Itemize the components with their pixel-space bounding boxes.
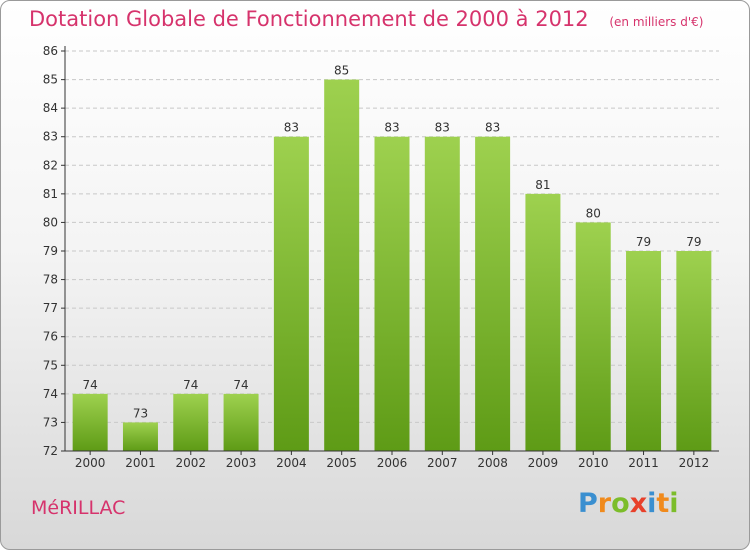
logo-letter: i xyxy=(647,488,657,519)
bar-2005 xyxy=(324,79,360,452)
commune-name: MéRILLAC xyxy=(31,497,126,519)
bar-2003 xyxy=(223,393,259,451)
bar-value-label: 81 xyxy=(535,178,550,192)
bar-2002 xyxy=(173,393,209,451)
bar-value-label: 83 xyxy=(384,121,399,135)
y-tick-label: 73 xyxy=(43,415,58,429)
x-tick-label: 2001 xyxy=(125,456,156,470)
bar-value-label: 79 xyxy=(686,235,701,249)
bar-value-label: 83 xyxy=(284,121,299,135)
logo-letter: x xyxy=(629,488,648,519)
x-tick-label: 2007 xyxy=(427,456,458,470)
y-tick-label: 77 xyxy=(43,301,58,315)
y-tick-label: 83 xyxy=(43,130,58,144)
bar-value-label: 80 xyxy=(586,206,601,220)
x-tick-label: 2004 xyxy=(276,456,307,470)
bar-value-label: 83 xyxy=(485,121,500,135)
x-tick-label: 2008 xyxy=(477,456,508,470)
bar-2008 xyxy=(475,136,511,451)
bar-2000 xyxy=(72,393,108,451)
x-tick-label: 2010 xyxy=(578,456,609,470)
bar-2009 xyxy=(525,193,561,451)
y-tick-label: 74 xyxy=(43,387,58,401)
y-tick-label: 82 xyxy=(43,158,58,172)
chart-unit-label: (en milliers d'€) xyxy=(609,15,704,29)
proxiti-logo: Proxiti xyxy=(578,488,679,519)
y-tick-label: 86 xyxy=(43,44,58,58)
bar-value-label: 85 xyxy=(334,64,349,78)
bar-2007 xyxy=(424,136,460,451)
x-tick-label: 2009 xyxy=(528,456,559,470)
bar-2011 xyxy=(626,251,662,451)
bar-2006 xyxy=(374,136,410,451)
bar-2001 xyxy=(122,422,158,451)
x-tick-label: 2002 xyxy=(175,456,206,470)
y-tick-label: 78 xyxy=(43,273,58,287)
bar-value-label: 79 xyxy=(636,235,651,249)
bar-value-label: 74 xyxy=(233,378,248,392)
x-tick-label: 2006 xyxy=(377,456,408,470)
x-tick-label: 2003 xyxy=(226,456,257,470)
bar-value-label: 83 xyxy=(435,121,450,135)
logo-letter: r xyxy=(597,488,612,519)
chart-title: Dotation Globale de Fonctionnement de 20… xyxy=(29,7,703,31)
bar-value-label: 73 xyxy=(133,406,148,420)
y-tick-label: 80 xyxy=(43,215,58,229)
bar-2012 xyxy=(676,251,712,451)
bar-value-label: 74 xyxy=(183,378,198,392)
y-tick-label: 81 xyxy=(43,187,58,201)
y-tick-label: 85 xyxy=(43,73,58,87)
y-tick-label: 79 xyxy=(43,244,58,258)
x-tick-label: 2011 xyxy=(628,456,659,470)
logo-letter: i xyxy=(669,488,679,519)
y-tick-label: 84 xyxy=(43,101,58,115)
bar-value-label: 74 xyxy=(83,378,98,392)
x-tick-label: 2000 xyxy=(75,456,106,470)
x-tick-label: 2012 xyxy=(679,456,710,470)
y-tick-label: 75 xyxy=(43,358,58,372)
chart-title-text: Dotation Globale de Fonctionnement de 20… xyxy=(29,7,589,31)
bar-2010 xyxy=(575,222,611,451)
bar-2004 xyxy=(273,136,309,451)
logo-letter: t xyxy=(656,488,670,519)
x-tick-label: 2005 xyxy=(326,456,357,470)
logo-letter: o xyxy=(611,488,630,519)
y-tick-label: 76 xyxy=(43,330,58,344)
logo-letter: P xyxy=(578,488,598,519)
y-tick-label: 72 xyxy=(43,444,58,458)
